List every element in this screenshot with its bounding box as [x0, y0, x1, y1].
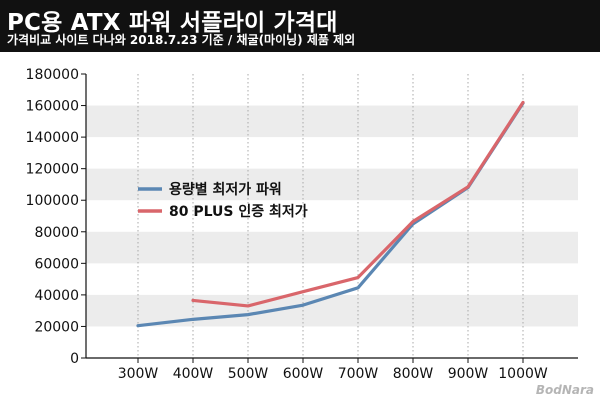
x-tick-label: 1000W [498, 366, 548, 382]
x-tick-label: 600W [283, 366, 324, 382]
y-tick-label: 160000 [26, 99, 79, 115]
legend: 용량별 최저가 파워 80 PLUS 인증 최저가 [138, 181, 308, 220]
y-tick-label: 180000 [26, 67, 79, 83]
x-tick-label: 300W [118, 366, 159, 382]
x-tick-label: 400W [173, 366, 214, 382]
y-tick-label: 20000 [34, 319, 79, 335]
watermark-logo: BodNara [536, 383, 594, 397]
x-tick-label: 500W [228, 366, 269, 382]
vertical-gridlines [137, 74, 524, 358]
y-tick-label: 40000 [34, 288, 79, 304]
y-tick-label: 140000 [26, 130, 79, 146]
x-axis-ticks: 300W 400W 500W 600W 700W 800W 900W 1000W [118, 358, 548, 382]
y-axis-ticks: 0 20000 40000 60000 80000 100000 120000 140000 1… [26, 67, 86, 367]
x-tick-label: 800W [393, 366, 434, 382]
x-tick-label: 900W [448, 366, 489, 382]
legend-label-1: 용량별 최저가 파워 [169, 181, 282, 198]
y-tick-label: 0 [70, 351, 79, 367]
plot-band [86, 231, 578, 264]
axes [85, 74, 578, 359]
plot-band [86, 168, 578, 201]
legend-label-2: 80 PLUS 인증 최저가 [169, 203, 308, 220]
y-tick-label: 120000 [26, 162, 79, 178]
y-tick-label: 80000 [34, 225, 79, 241]
chart-title: PC용 ATX 파워 서플라이 가격대 [7, 10, 338, 36]
y-tick-label: 60000 [34, 256, 79, 272]
x-tick-label: 700W [338, 366, 379, 382]
series-line-2 [191, 100, 525, 308]
plot-bands [86, 105, 578, 327]
chart-subtitle: 가격비교 사이트 다나와 2018.7.23 기준 / 채굴(마이닝) 제품 제… [7, 33, 356, 47]
plot-band [86, 105, 578, 138]
header-bar: PC용 ATX 파워 서플라이 가격대 가격비교 사이트 다나와 2018.7.… [0, 0, 600, 52]
series-lines [136, 100, 525, 328]
y-tick-label: 100000 [26, 193, 79, 209]
